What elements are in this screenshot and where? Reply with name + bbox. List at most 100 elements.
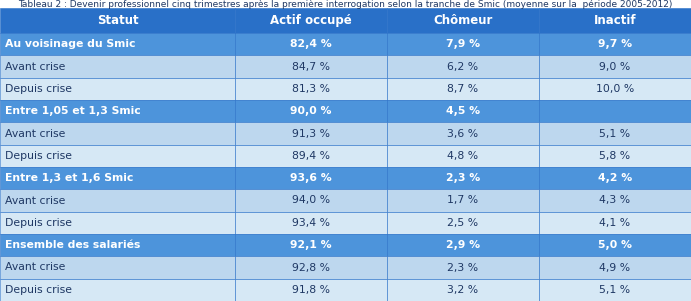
Text: 2,3 %: 2,3 % <box>447 262 479 272</box>
Bar <box>539 212 691 234</box>
Text: 92,8 %: 92,8 % <box>292 262 330 272</box>
Text: 3,6 %: 3,6 % <box>447 129 479 138</box>
Text: 89,4 %: 89,4 % <box>292 151 330 161</box>
Text: 3,2 %: 3,2 % <box>447 285 479 295</box>
Text: 5,1 %: 5,1 % <box>599 129 631 138</box>
Bar <box>235 78 387 100</box>
Text: 5,0 %: 5,0 % <box>598 240 632 250</box>
Text: 6,2 %: 6,2 % <box>447 61 479 72</box>
Bar <box>235 256 387 279</box>
Text: 4,3 %: 4,3 % <box>599 196 631 206</box>
Text: 5,1 %: 5,1 % <box>599 285 631 295</box>
Bar <box>0 234 235 256</box>
Bar <box>387 279 539 301</box>
Text: 4,2 %: 4,2 % <box>598 173 632 183</box>
Text: Entre 1,3 et 1,6 Smic: Entre 1,3 et 1,6 Smic <box>5 173 133 183</box>
Text: 4,5 %: 4,5 % <box>446 106 480 116</box>
Text: 93,4 %: 93,4 % <box>292 218 330 228</box>
Bar <box>0 55 235 78</box>
Bar <box>387 55 539 78</box>
Bar <box>235 234 387 256</box>
Text: 4,8 %: 4,8 % <box>447 151 479 161</box>
Text: Statut: Statut <box>97 14 138 27</box>
Text: Ensemble des salariés: Ensemble des salariés <box>5 240 140 250</box>
Bar <box>539 55 691 78</box>
Bar <box>387 8 539 33</box>
Bar <box>539 279 691 301</box>
Bar <box>539 189 691 212</box>
Bar <box>387 189 539 212</box>
Bar <box>0 33 235 55</box>
Bar <box>235 145 387 167</box>
Text: 9,0 %: 9,0 % <box>599 61 631 72</box>
Bar <box>0 189 235 212</box>
Bar <box>539 100 691 122</box>
Text: Tableau 2 : Devenir professionnel cinq trimestres après la première interrogatio: Tableau 2 : Devenir professionnel cinq t… <box>19 0 672 9</box>
Text: Avant crise: Avant crise <box>5 129 66 138</box>
Bar <box>235 8 387 33</box>
Text: 10,0 %: 10,0 % <box>596 84 634 94</box>
Text: Inactif: Inactif <box>594 14 636 27</box>
Bar <box>539 256 691 279</box>
Bar <box>539 8 691 33</box>
Text: Chômeur: Chômeur <box>433 14 493 27</box>
Text: 82,4 %: 82,4 % <box>290 39 332 49</box>
Bar <box>387 145 539 167</box>
Bar <box>0 145 235 167</box>
Text: 2,3 %: 2,3 % <box>446 173 480 183</box>
Bar <box>387 100 539 122</box>
Bar <box>387 33 539 55</box>
Text: 93,6 %: 93,6 % <box>290 173 332 183</box>
Bar <box>235 279 387 301</box>
Text: Entre 1,05 et 1,3 Smic: Entre 1,05 et 1,3 Smic <box>5 106 141 116</box>
Text: Avant crise: Avant crise <box>5 196 66 206</box>
Text: Depuis crise: Depuis crise <box>5 285 72 295</box>
Text: 7,9 %: 7,9 % <box>446 39 480 49</box>
Bar <box>0 167 235 189</box>
Bar <box>0 212 235 234</box>
Text: 84,7 %: 84,7 % <box>292 61 330 72</box>
Text: 5,8 %: 5,8 % <box>599 151 631 161</box>
Bar <box>539 78 691 100</box>
Text: Depuis crise: Depuis crise <box>5 151 72 161</box>
Text: 91,8 %: 91,8 % <box>292 285 330 295</box>
Text: 81,3 %: 81,3 % <box>292 84 330 94</box>
Text: Avant crise: Avant crise <box>5 262 66 272</box>
Bar <box>539 33 691 55</box>
Text: 91,3 %: 91,3 % <box>292 129 330 138</box>
Text: 94,0 %: 94,0 % <box>292 196 330 206</box>
Bar <box>235 212 387 234</box>
Bar <box>387 167 539 189</box>
Text: 2,5 %: 2,5 % <box>447 218 479 228</box>
Bar <box>0 256 235 279</box>
Bar <box>539 234 691 256</box>
Bar <box>235 33 387 55</box>
Bar <box>539 122 691 145</box>
Text: Avant crise: Avant crise <box>5 61 66 72</box>
Bar <box>387 78 539 100</box>
Bar <box>0 78 235 100</box>
Text: 1,7 %: 1,7 % <box>447 196 479 206</box>
Bar <box>235 122 387 145</box>
Text: 4,1 %: 4,1 % <box>599 218 631 228</box>
Text: Depuis crise: Depuis crise <box>5 84 72 94</box>
Text: Au voisinage du Smic: Au voisinage du Smic <box>5 39 135 49</box>
Bar <box>235 189 387 212</box>
Bar <box>0 8 235 33</box>
Text: Actif occupé: Actif occupé <box>270 14 352 27</box>
Bar <box>235 100 387 122</box>
Bar <box>235 167 387 189</box>
Text: 8,7 %: 8,7 % <box>447 84 479 94</box>
Text: 4,9 %: 4,9 % <box>599 262 631 272</box>
Text: Depuis crise: Depuis crise <box>5 218 72 228</box>
Text: 90,0 %: 90,0 % <box>290 106 332 116</box>
Bar <box>387 212 539 234</box>
Bar <box>0 100 235 122</box>
Bar <box>539 145 691 167</box>
Bar <box>0 279 235 301</box>
Text: 92,1 %: 92,1 % <box>290 240 332 250</box>
Text: 9,7 %: 9,7 % <box>598 39 632 49</box>
Bar <box>387 256 539 279</box>
Bar <box>539 167 691 189</box>
Bar <box>235 55 387 78</box>
